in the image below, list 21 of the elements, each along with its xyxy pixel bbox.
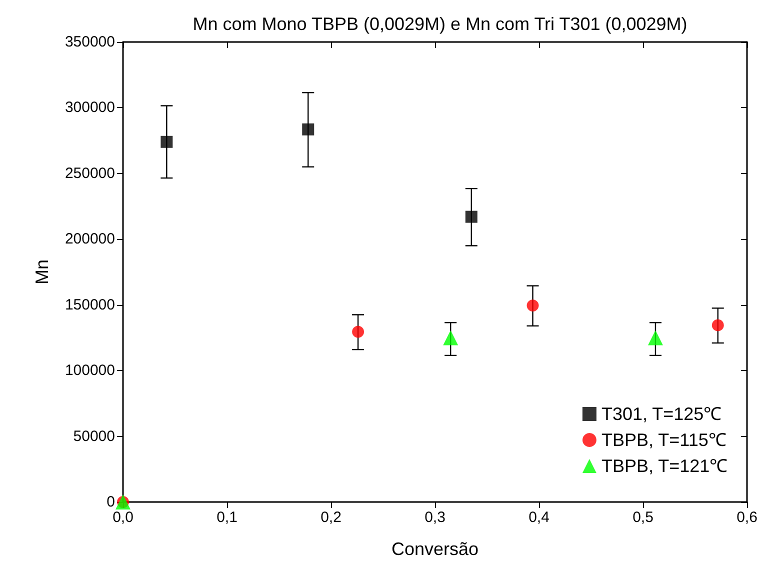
y-tick-label: 250000 <box>64 164 115 182</box>
y-tick-label: 100000 <box>64 362 115 380</box>
legend-label: T301, T=125℃ <box>601 404 722 424</box>
legend-label: TBPB, T=121℃ <box>601 456 728 476</box>
x-tick-label: 0,2 <box>320 509 342 526</box>
x-tick-label: 0,5 <box>632 509 654 526</box>
x-tick-label: 0,0 <box>112 509 134 526</box>
x-axis-title: Conversão <box>391 539 479 559</box>
y-tick-label: 350000 <box>64 34 115 50</box>
chart-title: Mn com Mono TBPB (0,0029M) e Mn com Tri T301 (0,0029M) <box>192 14 688 34</box>
y-tick-label: 0 <box>106 494 115 510</box>
y-axis-title: Mn <box>32 259 52 285</box>
y-tick-label: 200000 <box>64 230 115 248</box>
x-tick-label: 0,3 <box>424 509 446 526</box>
y-tick-label: 50000 <box>73 428 115 445</box>
y-tick-label: 150000 <box>64 296 115 314</box>
x-tick-label: 0,4 <box>528 509 550 526</box>
y-tick-label: 300000 <box>64 99 115 116</box>
legend-label: TBPB, T=115℃ <box>601 430 726 450</box>
x-tick-label: 0,1 <box>216 509 238 526</box>
x-tick-label: 0,6 <box>736 509 758 526</box>
